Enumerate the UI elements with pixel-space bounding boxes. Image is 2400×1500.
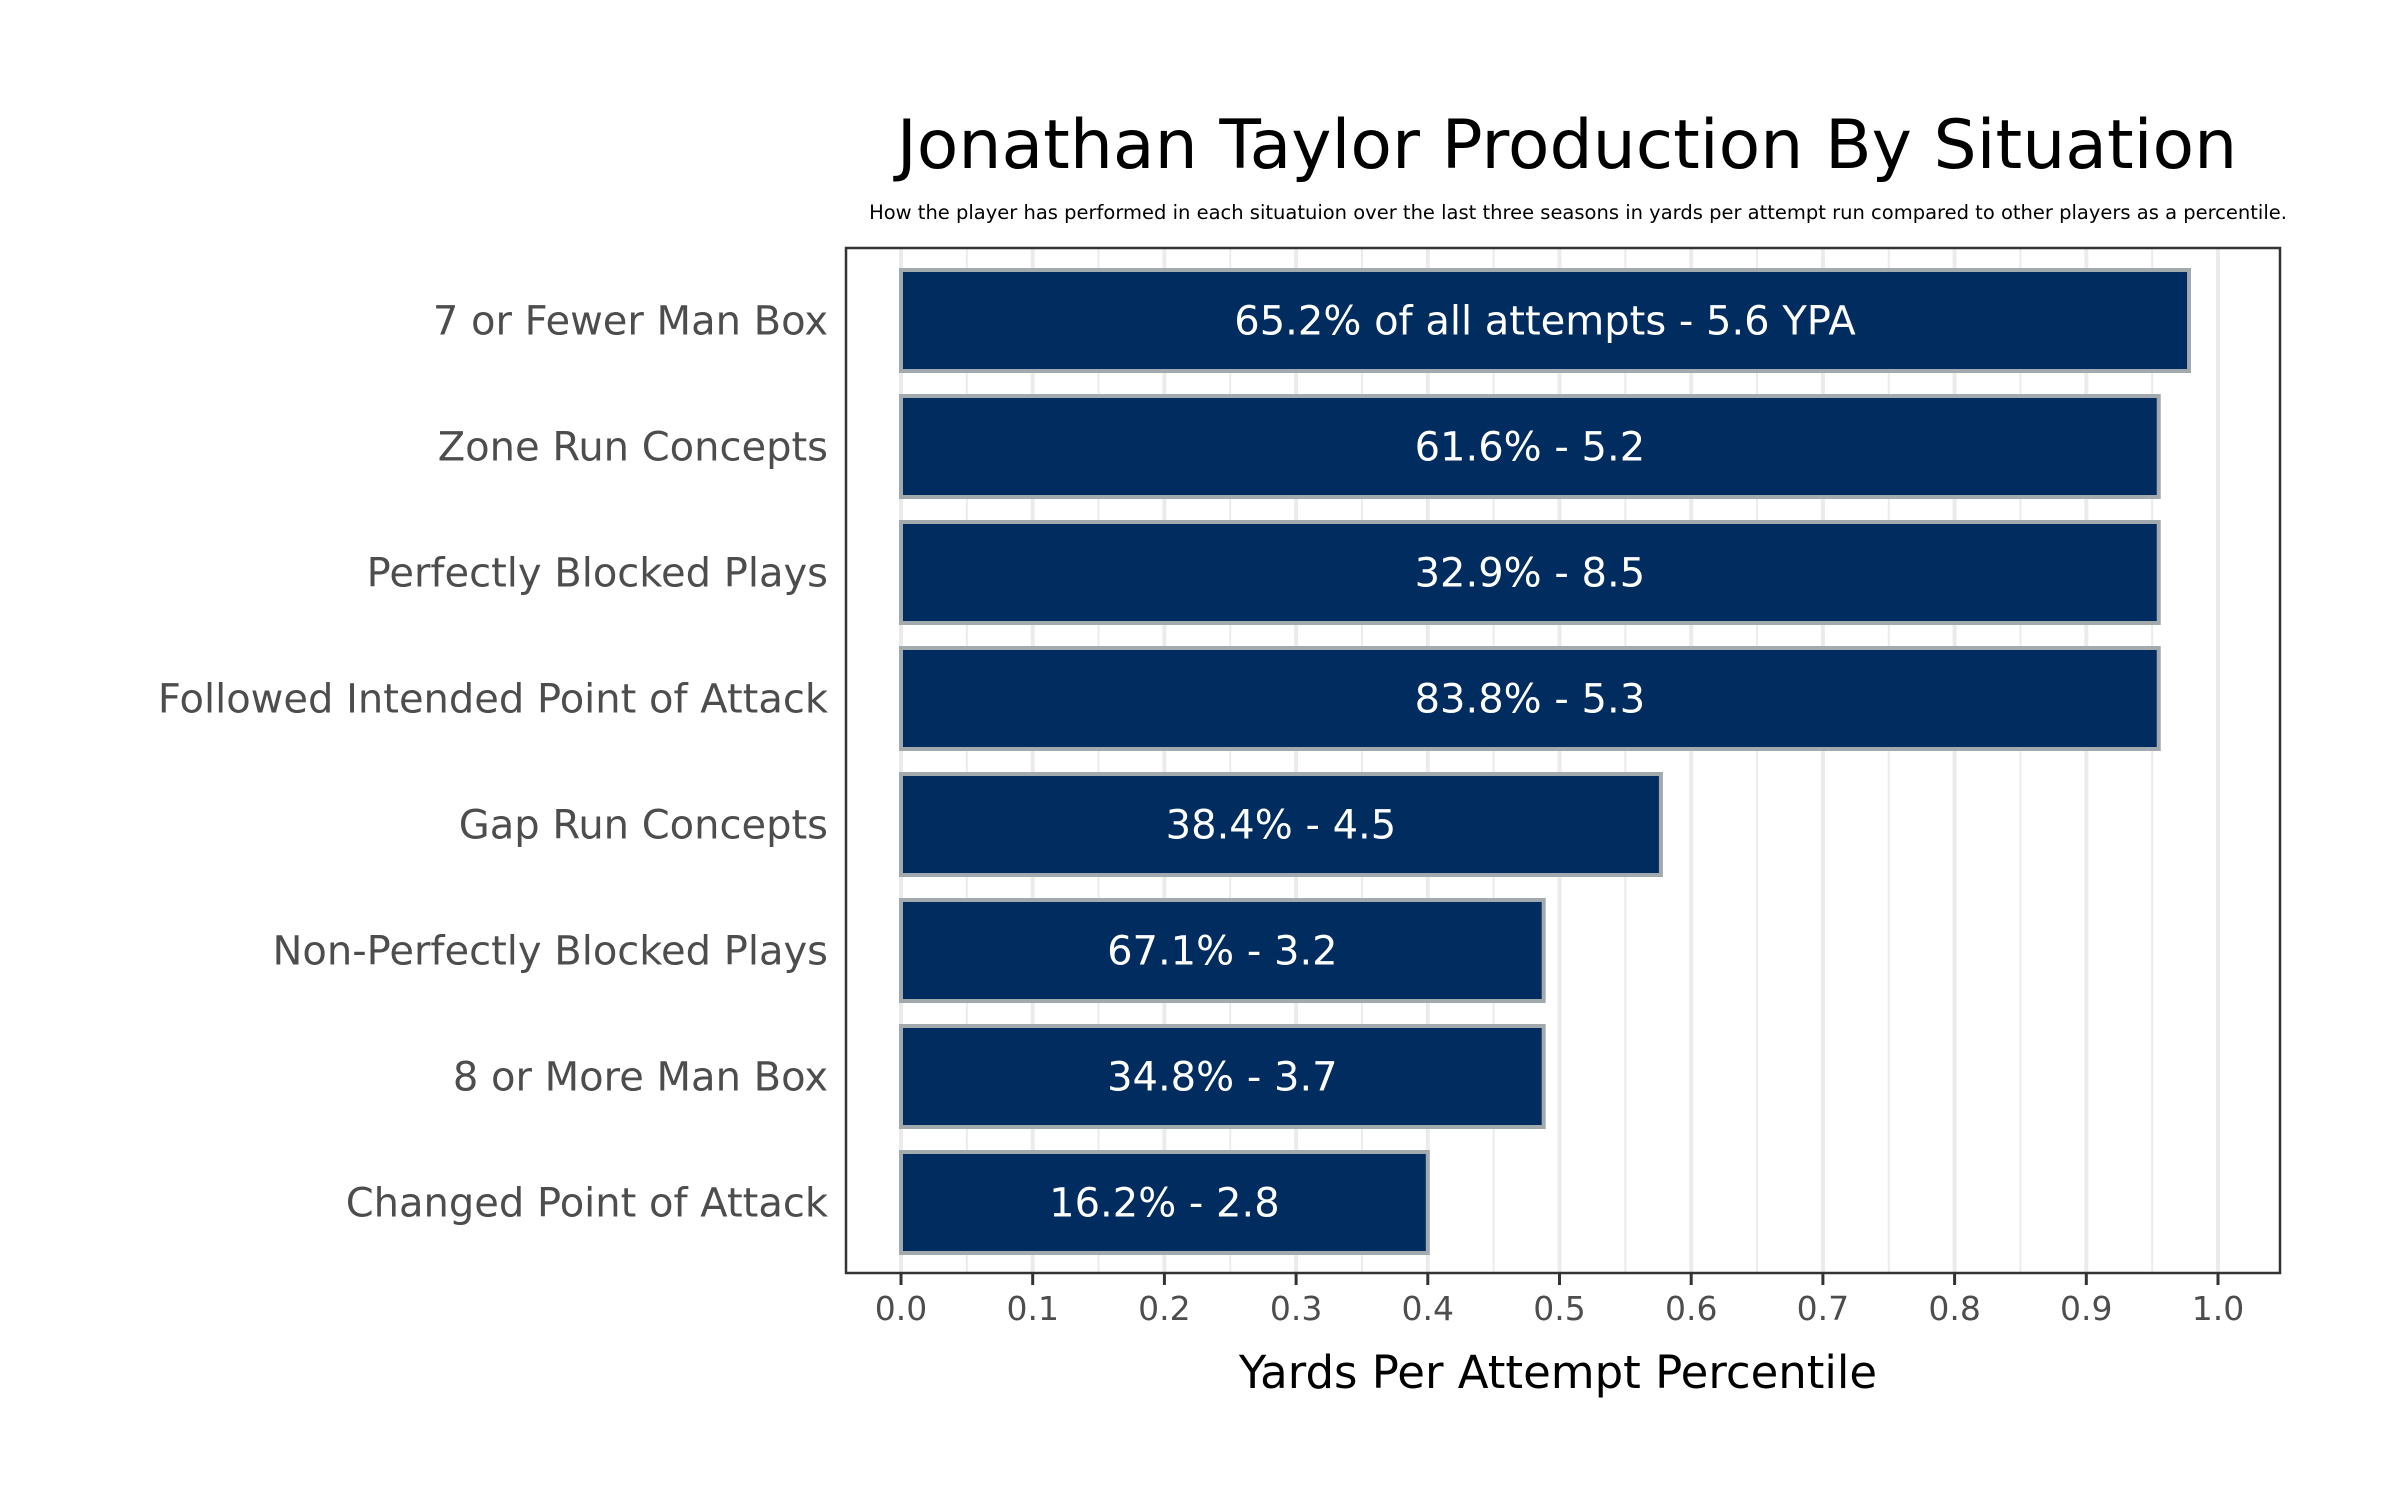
x-tick-label: 0.0 (875, 1289, 927, 1328)
bar-data-label: 34.8% - 3.7 (1107, 1055, 1338, 1101)
bar-data-label: 67.1% - 3.2 (1107, 929, 1338, 975)
x-tick-label: 0.9 (2060, 1289, 2112, 1328)
y-tick-label: Non-Perfectly Blocked Plays (272, 929, 828, 975)
y-tick-label: 7 or Fewer Man Box (433, 299, 828, 345)
panel-border (844, 246, 2282, 1275)
bar-group: 65.2% of all attempts - 5.6 YPA (899, 268, 2192, 373)
bar-data-label: 61.6% - 5.2 (1415, 425, 1646, 471)
bar-data-label: 38.4% - 4.5 (1166, 803, 1397, 849)
bar (899, 772, 1663, 877)
x-tick-label: 0.7 (1797, 1289, 1849, 1328)
bar-data-label: 83.8% - 5.3 (1415, 677, 1646, 723)
bar (899, 1150, 1430, 1255)
bar (899, 646, 2161, 751)
x-axis-title: Yards Per Attempt Percentile (1238, 1346, 1877, 1399)
bar (899, 1024, 1546, 1129)
x-tick-label: 0.2 (1138, 1289, 1190, 1328)
bars: 65.2% of all attempts - 5.6 YPA 61.6% - 5… (899, 268, 2192, 1255)
bar (899, 520, 2161, 625)
x-tick-label: 1.0 (2192, 1289, 2244, 1328)
x-tick-label: 0.4 (1402, 1289, 1454, 1328)
y-tick-label: Gap Run Concepts (459, 803, 828, 849)
bar (899, 394, 2161, 499)
bar-group: 38.4% - 4.5 (899, 772, 1663, 877)
x-tick-label: 0.8 (1928, 1289, 1980, 1328)
y-tick-label: 8 or More Man Box (453, 1055, 828, 1101)
bar-group: 83.8% - 5.3 (899, 646, 2161, 751)
y-tick-label: Zone Run Concepts (438, 425, 828, 471)
bar (899, 898, 1546, 1003)
bar (899, 268, 2192, 373)
y-tick-label: Followed Intended Point of Attack (158, 677, 829, 723)
bar-group: 67.1% - 3.2 (899, 898, 1546, 1003)
x-tick-label: 0.1 (1006, 1289, 1058, 1328)
x-tick-label: 0.3 (1270, 1289, 1322, 1328)
bar-group: 32.9% - 8.5 (899, 520, 2161, 625)
bar-data-label: 65.2% of all attempts - 5.6 YPA (1234, 299, 1856, 345)
y-tick-label: Perfectly Blocked Plays (367, 551, 828, 597)
bar-data-label: 32.9% - 8.5 (1415, 551, 1646, 597)
y-tick-label: Changed Point of Attack (346, 1181, 829, 1227)
bar-group: 16.2% - 2.8 (899, 1150, 1430, 1255)
x-tick-label: 0.6 (1665, 1289, 1717, 1328)
y-axis-labels: 7 or Fewer Man Box Zone Run Concepts Perfe… (158, 299, 829, 1227)
bar-group: 34.8% - 3.7 (899, 1024, 1546, 1129)
chart-subtitle: How the player has performed in each sit… (869, 201, 2287, 224)
bar-data-label: 16.2% - 2.8 (1049, 1181, 1280, 1227)
bar-group: 61.6% - 5.2 (899, 394, 2161, 499)
x-axis: 0.0 0.1 0.2 0.3 0.4 0.5 0.6 0.7 0.8 0.9 1.0 (875, 1273, 2244, 1328)
x-tick-label: 0.5 (1533, 1289, 1585, 1328)
chart-title: Jonathan Taylor Production By Situation (893, 106, 2237, 185)
